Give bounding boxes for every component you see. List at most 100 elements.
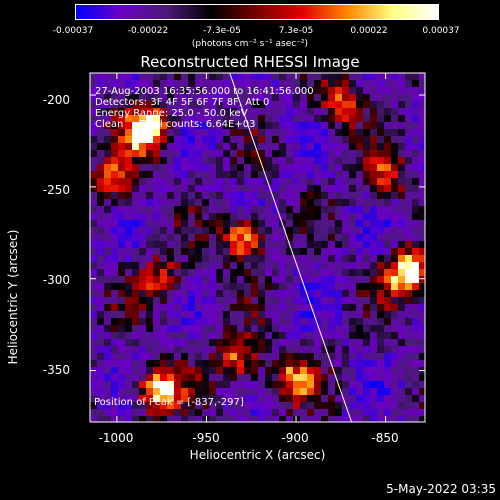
heatmap-cell (377, 395, 384, 402)
heatmap-cell (153, 381, 160, 388)
heatmap-cell (153, 136, 160, 143)
heatmap-cell (398, 213, 405, 220)
heatmap-cell (328, 115, 335, 122)
heatmap-cell (139, 108, 146, 115)
heatmap-cell (174, 234, 181, 241)
heatmap-cell (419, 227, 425, 234)
heatmap-cell (286, 360, 293, 367)
heatmap-cell (251, 199, 258, 206)
heatmap-cell (342, 332, 349, 339)
heatmap-cell (412, 150, 419, 157)
heatmap-cell (321, 94, 328, 101)
heatmap-cell (230, 388, 237, 395)
heatmap-cell (286, 283, 293, 290)
heatmap-cell (265, 388, 272, 395)
heatmap-cell (174, 108, 181, 115)
heatmap-cell (258, 290, 265, 297)
heatmap-cell (300, 416, 307, 422)
heatmap-cell (153, 255, 160, 262)
heatmap-cell (384, 332, 391, 339)
heatmap-cell (195, 115, 202, 122)
heatmap-cell (300, 73, 307, 80)
heatmap-cell (202, 318, 209, 325)
heatmap-cell (174, 227, 181, 234)
heatmap-cell (279, 150, 286, 157)
heatmap-cell (391, 388, 398, 395)
heatmap-cell (209, 276, 216, 283)
heatmap-cell (398, 206, 405, 213)
heatmap-cell (125, 241, 132, 248)
heatmap-cell (90, 325, 97, 332)
heatmap-cell (300, 143, 307, 150)
heatmap-cell (181, 388, 188, 395)
heatmap-cell (139, 409, 146, 416)
heatmap-cell (370, 269, 377, 276)
heatmap-cell (118, 150, 125, 157)
heatmap-cell (125, 367, 132, 374)
heatmap-cell (146, 227, 153, 234)
heatmap-cell (286, 87, 293, 94)
heatmap-cell (405, 94, 412, 101)
heatmap-cell (111, 87, 118, 94)
heatmap-cell (230, 283, 237, 290)
heatmap-cell (132, 388, 139, 395)
heatmap-cell (356, 325, 363, 332)
heatmap-cell (97, 227, 104, 234)
heatmap-cell (272, 262, 279, 269)
heatmap-cell (174, 416, 181, 422)
heatmap-cell (132, 346, 139, 353)
heatmap-cell (90, 374, 97, 381)
heatmap-cell (314, 80, 321, 87)
heatmap-cell (111, 178, 118, 185)
heatmap-cell (160, 248, 167, 255)
heatmap-cell (384, 171, 391, 178)
heatmap-cell (111, 94, 118, 101)
heatmap-cell (328, 304, 335, 311)
heatmap-cell (335, 241, 342, 248)
heatmap-cell (111, 115, 118, 122)
heatmap-cell (286, 171, 293, 178)
heatmap-cell (181, 381, 188, 388)
heatmap-cell (174, 178, 181, 185)
heatmap-cell (286, 136, 293, 143)
heatmap-cell (272, 178, 279, 185)
heatmap-cell (321, 381, 328, 388)
heatmap-cell (237, 283, 244, 290)
heatmap-cell (132, 164, 139, 171)
heatmap-cell (398, 199, 405, 206)
heatmap-cell (377, 276, 384, 283)
heatmap-cell (111, 346, 118, 353)
heatmap-cell (251, 213, 258, 220)
heatmap-cell (223, 143, 230, 150)
heatmap-cell (314, 129, 321, 136)
heatmap-cell (104, 213, 111, 220)
heatmap-cell (160, 360, 167, 367)
heatmap-cell (321, 150, 328, 157)
heatmap-cell (244, 353, 251, 360)
heatmap-cell (405, 73, 412, 80)
heatmap-cell (342, 339, 349, 346)
heatmap-cell (356, 164, 363, 171)
heatmap-cell (307, 332, 314, 339)
heatmap-cell (181, 304, 188, 311)
heatmap-cell (412, 304, 419, 311)
heatmap-cell (237, 220, 244, 227)
heatmap-cell (153, 129, 160, 136)
heatmap-cell (412, 241, 419, 248)
heatmap-cell (328, 199, 335, 206)
heatmap-cell (209, 241, 216, 248)
heatmap-cell (300, 353, 307, 360)
heatmap-cell (342, 136, 349, 143)
heatmap-cell (104, 339, 111, 346)
heatmap-cell (356, 283, 363, 290)
heatmap-cell (146, 346, 153, 353)
heatmap-cell (181, 101, 188, 108)
heatmap-cell (160, 199, 167, 206)
heatmap-cell (377, 255, 384, 262)
heatmap-cell (195, 409, 202, 416)
heatmap-cell (363, 262, 370, 269)
heatmap-cell (104, 241, 111, 248)
heatmap-cell (139, 353, 146, 360)
heatmap-cell (328, 143, 335, 150)
heatmap-cell (244, 122, 251, 129)
